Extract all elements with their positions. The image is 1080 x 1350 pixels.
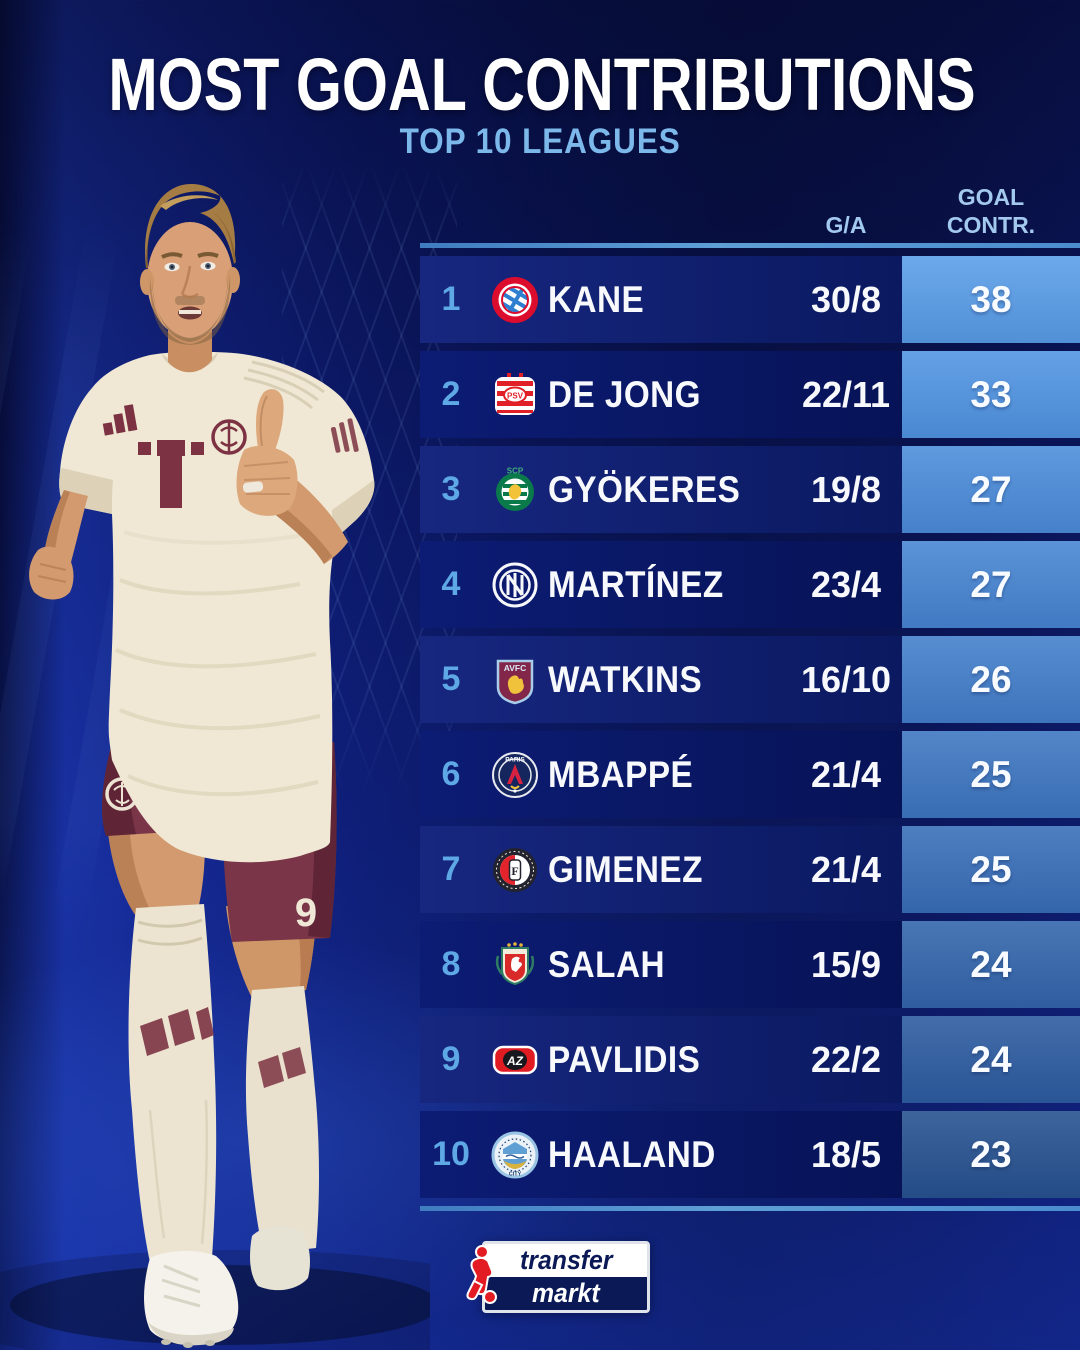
rank-label: 9 — [441, 1040, 461, 1078]
rank-label: 5 — [441, 660, 461, 698]
ga-value: 16/10 — [800, 658, 892, 700]
table-row: 6 PARIS MBAPPÉ 21/4 25 — [420, 731, 1080, 818]
stats-table: G/A GOAL CONTR. 1 KANE 30/8 38 2 PSV DE … — [420, 184, 1080, 1211]
contr-value: 27 — [970, 563, 1012, 605]
svg-text:F: F — [511, 864, 518, 878]
table-header-row: G/A GOAL CONTR. — [420, 184, 1080, 243]
contr-value: 23 — [970, 1133, 1012, 1175]
ga-value: 23/4 — [810, 563, 882, 605]
ga-column-header: G/A — [825, 212, 867, 238]
aston-villa-badge-icon: AVFC — [482, 655, 548, 705]
contr-cell: 24 — [902, 1016, 1080, 1103]
ga-value: 18/5 — [810, 1133, 882, 1175]
ga-value: 15/9 — [810, 943, 882, 985]
psg-badge-icon: PARIS — [482, 750, 548, 800]
svg-text:CITY: CITY — [509, 1171, 522, 1177]
player-name: HAALAND — [548, 1133, 716, 1175]
transfermarkt-logo-box: transfer markt — [482, 1241, 650, 1313]
rank-label: 2 — [441, 375, 461, 413]
page-title: MOST GOAL CONTRIBUTIONS — [108, 43, 976, 126]
rank-label: 6 — [441, 755, 461, 793]
feyenoord-badge-icon: F — [482, 845, 548, 895]
ga-value: 21/4 — [810, 848, 882, 890]
contr-cell: 23 — [902, 1111, 1080, 1198]
table-row: 8 SALAH 15/9 24 — [420, 921, 1080, 1008]
bottom-divider — [420, 1206, 1080, 1211]
table-row: 5 AVFC WATKINS 16/10 26 — [420, 636, 1080, 723]
contr-cell: 24 — [902, 921, 1080, 1008]
contr-cell: 27 — [902, 541, 1080, 628]
player-photo-harry-kane: 9 — [0, 184, 430, 1350]
contr-cell: 26 — [902, 636, 1080, 723]
player-name: DE JONG — [548, 373, 702, 415]
tm-logo-player-icon — [466, 1245, 497, 1304]
contr-cell: 25 — [902, 826, 1080, 913]
table-row: 2 PSV DE JONG 22/11 33 — [420, 351, 1080, 438]
player-name: WATKINS — [548, 658, 703, 700]
ga-value: 22/11 — [801, 373, 891, 415]
svg-text:PARIS: PARIS — [505, 756, 525, 763]
rank-label: 8 — [441, 945, 461, 983]
shirt-number: 9 — [295, 891, 317, 935]
table-row: 1 KANE 30/8 38 — [420, 256, 1080, 343]
ga-value: 21/4 — [810, 753, 882, 795]
rank-label: 1 — [441, 280, 461, 318]
player-name: KANE — [548, 278, 645, 320]
table-row: 4 MARTÍNEZ 23/4 27 — [420, 541, 1080, 628]
contr-cell: 25 — [902, 731, 1080, 818]
ga-value: 30/8 — [810, 278, 882, 320]
svg-text:AZ: AZ — [506, 1054, 524, 1068]
tm-logo-text-top: transfer — [485, 1244, 647, 1277]
rank-label: 7 — [441, 850, 461, 888]
table-row: 7 F GIMENEZ 21/4 25 — [420, 826, 1080, 913]
player-name: SALAH — [548, 943, 665, 985]
transfermarkt-logo: transfer markt — [460, 1241, 650, 1313]
svg-text:SCP: SCP — [507, 466, 524, 475]
goal-contr-column-header: GOAL CONTR. — [946, 184, 1036, 238]
table-row: 3 SCP GYÖKERES 19/8 27 — [420, 446, 1080, 533]
bayern-munich-badge-icon — [482, 275, 548, 325]
contr-value: 38 — [970, 278, 1012, 320]
contr-value: 33 — [970, 373, 1012, 415]
contr-cell: 33 — [902, 351, 1080, 438]
rank-label: 4 — [441, 565, 461, 603]
psv-eindhoven-badge-icon: PSV — [482, 370, 548, 420]
contr-value: 26 — [970, 658, 1012, 700]
player-name: PAVLIDIS — [548, 1038, 701, 1080]
contr-value: 25 — [970, 848, 1012, 890]
sporting-cp-badge-icon: SCP — [482, 465, 548, 515]
az-alkmaar-badge-icon: AZ — [482, 1035, 548, 1085]
inter-milan-badge-icon — [482, 560, 548, 610]
page-subtitle: TOP 10 LEAGUES — [399, 122, 681, 161]
contr-value: 27 — [970, 468, 1012, 510]
contr-cell: 27 — [902, 446, 1080, 533]
ga-value: 19/8 — [810, 468, 882, 510]
contr-cell: 38 — [902, 256, 1080, 343]
svg-text:AVFC: AVFC — [504, 663, 527, 673]
ga-value: 22/2 — [810, 1038, 882, 1080]
table-row: 9 AZ PAVLIDIS 22/2 24 — [420, 1016, 1080, 1103]
contr-value: 24 — [970, 1038, 1012, 1080]
tm-logo-text-bottom: markt — [485, 1277, 647, 1310]
svg-text:PSV: PSV — [507, 391, 524, 400]
rank-label: 10 — [432, 1135, 470, 1173]
table-row: 10 CITY HAALAND 18/5 23 — [420, 1111, 1080, 1198]
contr-value: 25 — [970, 753, 1012, 795]
top-divider — [420, 243, 1080, 248]
rank-label: 3 — [441, 470, 461, 508]
player-name: GYÖKERES — [548, 468, 741, 510]
manchester-city-badge-icon: CITY — [482, 1130, 548, 1180]
player-name: GIMENEZ — [548, 848, 703, 890]
player-name: MARTÍNEZ — [548, 563, 724, 605]
liverpool-badge-icon — [482, 940, 548, 990]
player-name: MBAPPÉ — [548, 753, 694, 795]
contr-value: 24 — [970, 943, 1012, 985]
